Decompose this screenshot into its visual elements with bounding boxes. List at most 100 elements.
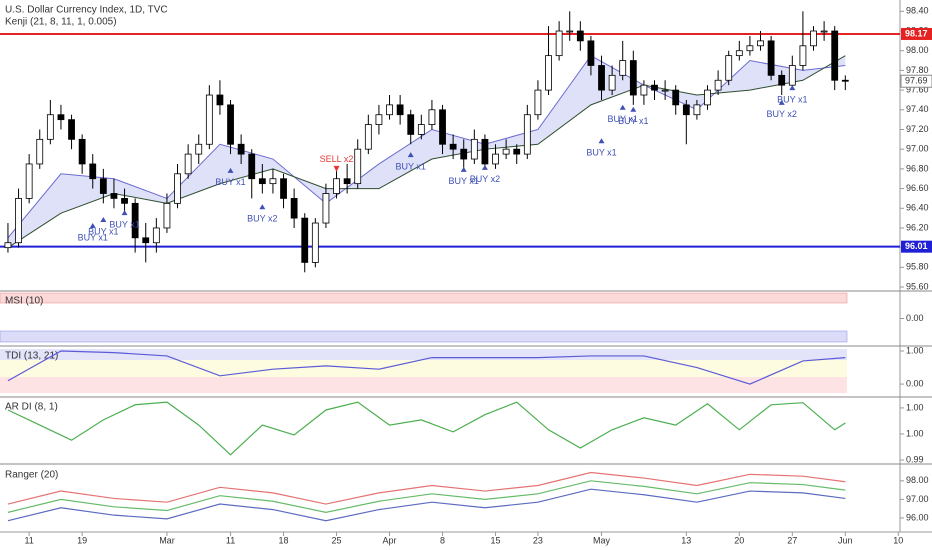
candle-body [651,84,658,91]
candle-body [163,202,171,229]
signal-label: BUY x1 [608,114,638,124]
indicator-line [7,401,846,456]
candle-body [492,153,499,165]
last-price-label: 97.69 [905,76,928,86]
candle-body [343,178,351,185]
x-tick-label: 10 [893,535,903,545]
candle-body [672,89,680,106]
signal-arrow [121,210,128,216]
candle-body [767,40,775,76]
x-tick-label: Jun [838,535,853,545]
chart-title: U.S. Dollar Currency Index, 1D, TVC [5,5,168,16]
candle-body [258,178,266,185]
signal-arrow [407,152,414,158]
signal-arrow [481,164,488,170]
candle-body [68,119,75,140]
candle-body [682,104,690,116]
band-fill [7,55,846,248]
candle-body [301,217,309,263]
x-tick-label: 23 [533,535,543,545]
candle-body [131,202,139,239]
signal-arrow [89,222,96,228]
y-tick-label: 98.40 [906,6,929,16]
pane-title: TDI (13, 21) [5,351,58,362]
candle-body [799,45,807,66]
signal-label: SELL x2 [320,154,354,164]
candle-body [237,143,245,155]
candle-body [57,114,65,121]
signal-label: BUY x2 [767,109,797,119]
x-tick-label: 25 [332,535,342,545]
x-tick-label: 20 [734,535,744,545]
y-tick-label: 95.60 [906,281,929,291]
x-tick-label: Mar [159,535,175,545]
y-tick-label: 0.00 [906,378,924,388]
y-tick-label: 96.00 [906,512,929,522]
x-tick-label: Apr [383,535,397,545]
y-tick-label: 96.60 [906,183,929,193]
candle-body [820,30,828,33]
signal-arrow [100,217,107,223]
x-tick-label: 8 [440,535,445,545]
y-tick-label: 95.80 [906,262,929,272]
last-price-tag [900,74,932,88]
candle-body [174,173,181,204]
candle-body [36,138,44,165]
candle-body [89,163,97,180]
candle-body [661,89,669,92]
signal-arrow [630,106,637,112]
signal-arrow [259,204,266,210]
x-tick-label: May [593,535,611,545]
candle-body [555,30,563,57]
y-tick-label: 96.20 [906,222,929,232]
signal-arrow [227,167,234,173]
x-tick-label: 19 [77,535,87,545]
candle-body [216,94,224,106]
candle-body [757,40,764,47]
indicator-line [7,488,846,522]
level-label: 96.01 [905,241,928,251]
candle-body [534,89,542,116]
signal-label: BUY x1 [88,226,118,236]
y-tick-label: 1.00 [906,345,924,355]
candle-body [375,114,383,125]
candle-body [810,30,817,47]
y-tick-label: 97.40 [906,104,929,114]
signal-arrow [778,99,785,105]
candle-body [25,163,33,199]
signal-arrow [619,104,626,110]
signal-arrow [598,138,605,144]
y-tick-label: 97.80 [906,65,929,75]
signal-arrow [333,165,340,172]
candle-body [364,124,372,150]
band-slow [7,55,846,249]
candle-body [470,138,478,160]
y-tick-label: 1.00 [906,428,924,438]
x-tick-label: 18 [279,535,289,545]
tdi-upper-zone [0,349,847,360]
candle-body [788,65,796,86]
x-tick-label: 11 [226,535,235,545]
x-tick-label: 27 [787,535,797,545]
signal-arrow [460,166,467,172]
candle-body [831,30,839,81]
level-tag [901,240,932,253]
y-tick-label: 97.60 [906,84,929,94]
candle-body [195,143,203,155]
level-label: 98.17 [905,28,928,38]
indicator-line [7,480,846,513]
candle-body [693,104,701,116]
candle-body [269,178,277,185]
y-tick-label: 0.99 [906,454,924,464]
signal-label: BUY x2 [470,174,500,184]
candle-body [704,89,711,106]
pane-title: Ranger (20) [5,470,58,481]
y-tick-label: 96.40 [906,203,929,213]
candle-body [15,198,22,244]
pane-title: MSI (10) [5,296,43,307]
candle-body [460,148,468,160]
candle-body [566,30,574,33]
candle-body [598,65,605,91]
